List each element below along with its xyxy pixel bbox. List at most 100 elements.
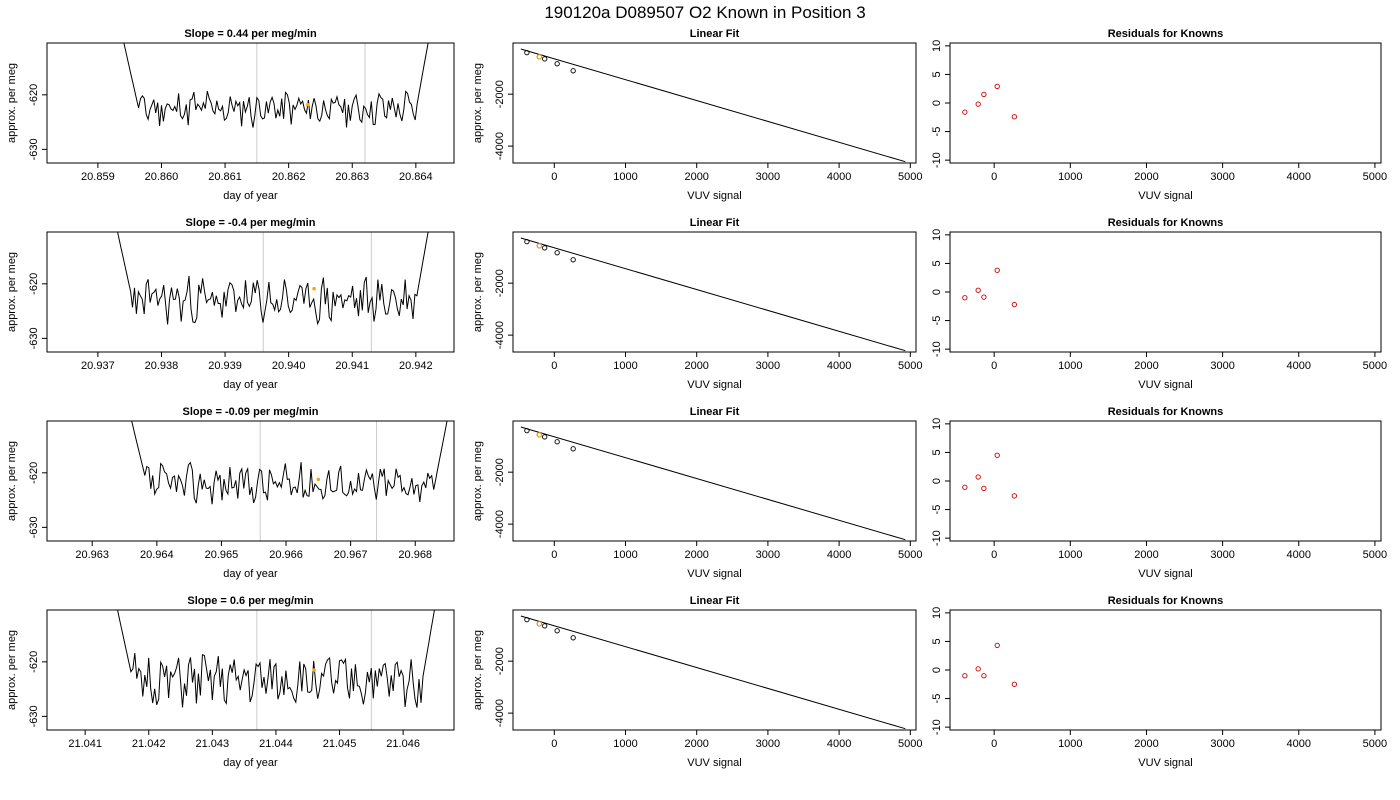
y-tick-label: -630 [28,138,40,160]
x-axis-label: VUV signal [1138,379,1192,391]
y-tick-label: -620 [28,651,40,673]
panel-trace-row-3: Slope = -0.09 per meg/min day of year appr… [6,406,455,580]
y-axis-label: approx. per meg [6,252,18,332]
y-tick-label: 5 [931,638,943,644]
residual-point [975,287,981,293]
y-tick-label: 0 [931,100,943,106]
panel-title: Linear Fit [690,28,740,40]
known-point [542,434,548,440]
x-tick-label: 20.940 [272,360,306,372]
y-tick-label: 5 [931,260,943,266]
panel-residuals-row-3: Residuals for Knowns VUV signal 0 1000 2000 3… [931,406,1387,580]
fit-line [520,615,906,730]
x-tick-label: 4000 [1287,360,1311,372]
residual-point [1011,114,1017,120]
figure-title: 190120a D089507 O2 Known in Position 3 [544,3,865,22]
x-axis-label: day of year [223,190,278,202]
known-point [524,238,530,245]
x-tick-label: 4000 [827,549,851,561]
x-tick-label: 21.046 [386,738,420,750]
highlight-point [536,621,543,627]
y-tick-label: -10 [931,152,943,168]
x-tick-label: 21.043 [196,738,230,750]
y-tick-label: 10 [931,229,943,241]
panel-trace-row-2: Slope = -0.4 per meg/min day of year appro… [6,217,455,391]
known-point [542,56,548,62]
panel-residuals-row-1: Residuals for Knowns VUV signal 0 1000 2000 3… [931,28,1387,202]
y-tick-label: -2000 [494,80,506,108]
plot-frame [46,420,455,542]
known-point [554,628,560,634]
x-tick-label: 4000 [827,171,851,183]
y-axis-label: approx. per meg [6,630,18,710]
x-tick-label: 5000 [1363,360,1387,372]
y-tick-label: -10 [931,530,943,546]
x-tick-label: 1000 [613,360,637,372]
selected-point-marker [316,477,321,482]
residual-point [962,673,968,679]
y-tick-label: 10 [931,40,943,52]
residual-point [994,642,1000,649]
x-tick-label: 20.942 [399,360,433,372]
plot-frame [512,420,917,542]
plot-frame [949,420,1382,542]
x-tick-label: 20.862 [272,171,306,183]
panel-title: Residuals for Knowns [1108,595,1224,607]
panel-title: Linear Fit [690,595,740,607]
x-tick-label: 0 [551,360,557,372]
y-tick-label: -5 [931,127,943,137]
y-tick-label: -2000 [494,647,506,675]
y-tick-label: -5 [931,694,943,704]
panel-title: Residuals for Knowns [1108,406,1224,418]
y-axis-label: approx. per meg [6,63,18,143]
x-tick-label: 2000 [684,360,708,372]
x-tick-label: 20.964 [140,549,174,561]
y-axis-label: approx. per meg [6,441,18,521]
x-tick-label: 20.966 [269,549,303,561]
fit-line [520,237,906,352]
y-tick-label: 5 [931,71,943,77]
x-tick-label: 5000 [1363,738,1387,750]
plot-frame [46,609,455,731]
residual-point [1011,301,1017,308]
plot-area [117,232,429,352]
y-tick-label: -620 [28,84,40,106]
x-axis-label: VUV signal [687,190,741,202]
panel-trace-row-1: Slope = 0.44 per meg/min day of year appro… [6,28,455,202]
panel-residuals-row-2: Residuals for Knowns VUV signal 0 1000 2000 3… [931,217,1387,391]
y-tick-label: -5 [931,316,943,326]
panels: Slope = 0.44 per meg/min day of year appro… [6,28,1387,769]
known-point [524,49,530,56]
known-point [542,623,548,629]
y-tick-label: -10 [931,341,943,357]
fit-line [520,48,906,163]
x-tick-label: 0 [551,171,557,183]
x-tick-label: 20.864 [399,171,433,183]
x-tick-label: 20.860 [145,171,179,183]
selected-point-marker [312,668,316,672]
x-tick-label: 2000 [1134,171,1158,183]
plot-frame [949,231,1382,353]
residual-point [994,83,1000,90]
x-tick-label: 3000 [756,738,780,750]
panel-trace-row-4: Slope = 0.6 per meg/min day of year approx… [6,595,455,769]
x-tick-label: 21.041 [68,738,102,750]
highlight-point [536,243,543,249]
highlight-point [536,54,543,60]
y-tick-label: -620 [28,462,40,484]
y-tick-label: -630 [28,705,40,727]
x-axis-label: VUV signal [1138,757,1192,769]
known-point [554,439,560,445]
known-point [554,61,560,67]
trace-line [117,610,435,708]
selected-point-marker [305,102,310,107]
x-tick-label: 3000 [1210,549,1234,561]
x-tick-label: 3000 [756,549,780,561]
x-tick-label: 3000 [1210,171,1234,183]
selected-point-marker [312,286,316,291]
x-tick-label: 20.937 [81,360,115,372]
x-tick-label: 20.941 [335,360,369,372]
x-tick-label: 20.963 [75,549,109,561]
panel-title: Slope = -0.09 per meg/min [182,406,318,418]
x-tick-label: 21.044 [259,738,293,750]
